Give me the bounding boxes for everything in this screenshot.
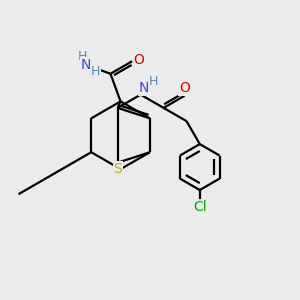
Text: N: N [80,58,91,72]
Text: N: N [139,81,149,95]
Text: O: O [133,53,144,67]
Text: S: S [113,162,122,176]
Text: H: H [91,65,100,78]
Text: O: O [179,81,190,95]
Text: Cl: Cl [193,200,207,214]
Text: H: H [78,50,87,63]
Text: H: H [149,75,159,88]
